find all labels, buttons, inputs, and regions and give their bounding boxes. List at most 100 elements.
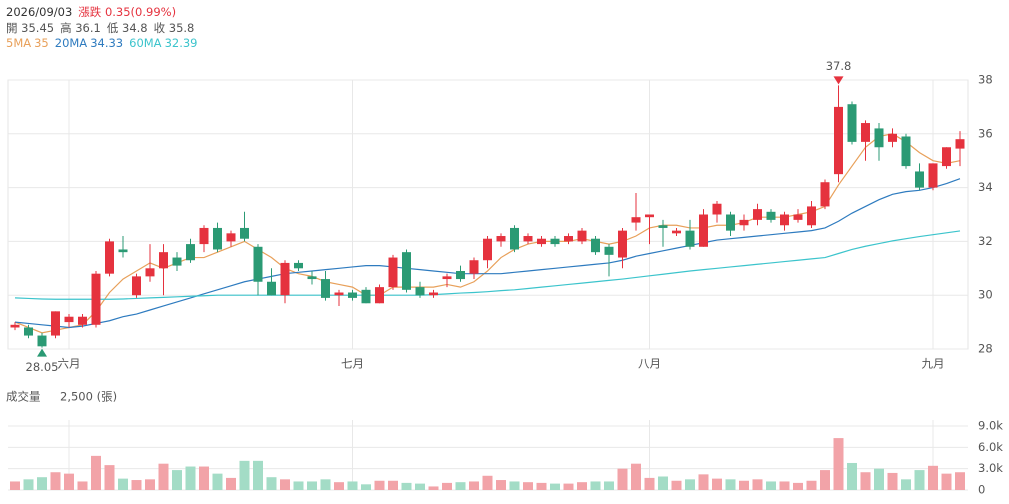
y-tick-label: 0 xyxy=(978,483,985,497)
candle-body xyxy=(888,133,897,142)
volume-bar xyxy=(415,483,425,490)
candle-body xyxy=(199,227,209,245)
candle-body xyxy=(564,236,573,242)
volume-bar xyxy=(820,470,830,490)
candle-body xyxy=(496,236,506,242)
volume-bar xyxy=(131,480,142,490)
candle-body xyxy=(510,227,519,250)
candle-body xyxy=(739,219,749,226)
candle-body xyxy=(78,316,87,325)
volume-bar xyxy=(172,470,182,490)
volume-bar xyxy=(37,477,47,490)
candle-body xyxy=(523,236,533,242)
candle-body xyxy=(429,292,438,296)
candle-body xyxy=(942,147,951,167)
y-tick-label: 6.0k xyxy=(978,440,1003,454)
volume-bar xyxy=(320,479,331,490)
candle-body xyxy=(793,214,803,220)
volume-bar xyxy=(469,481,479,490)
volume-bar xyxy=(793,482,803,490)
volume-bar xyxy=(293,481,304,490)
candle-body xyxy=(604,246,614,255)
candle-body xyxy=(10,324,20,328)
candle-body xyxy=(442,276,452,280)
candle-body xyxy=(294,262,303,269)
y-tick-label: 36 xyxy=(978,126,993,140)
volume-bar xyxy=(455,482,466,490)
y-tick-label: 34 xyxy=(978,180,993,194)
volume-bar xyxy=(145,479,155,490)
candle-body xyxy=(537,238,546,245)
volume-bar xyxy=(806,480,817,490)
volume-bar xyxy=(388,480,398,490)
volume-bar xyxy=(347,481,358,490)
volume-bar xyxy=(226,477,236,490)
candle-body xyxy=(267,281,276,296)
volume-bar xyxy=(604,481,614,490)
volume-bar xyxy=(118,478,128,490)
max-marker xyxy=(833,76,844,85)
candle-body xyxy=(91,273,101,325)
ohlc-field: 收 35.8 xyxy=(153,21,195,35)
candle-body xyxy=(699,214,708,247)
max-label: 37.8 xyxy=(826,59,852,73)
y-tick-label: 30 xyxy=(978,288,993,302)
candle-body xyxy=(186,244,195,261)
candle-body xyxy=(874,128,884,148)
volume-bar xyxy=(239,460,250,490)
volume-bar xyxy=(334,482,344,490)
min-label: 28.05 xyxy=(26,360,59,374)
volume-bar xyxy=(266,477,277,490)
x-tick-label: 六月 xyxy=(58,357,81,371)
volume-bar xyxy=(928,465,938,490)
volume-bar xyxy=(685,479,695,490)
volume-bar xyxy=(617,468,628,490)
header-line1: 2026/09/03 漲跌 0.35(0.99%) xyxy=(6,4,182,20)
volume-bar xyxy=(401,482,412,490)
candle-body xyxy=(456,270,465,280)
volume-bar xyxy=(739,480,749,490)
volume-bar xyxy=(590,481,601,490)
header-line2: 開 35.45 高 36.1 低 34.8 收 35.8 xyxy=(6,20,200,36)
candle-body xyxy=(847,104,857,142)
date: 2026/09/03 xyxy=(6,5,73,19)
volume-bar xyxy=(496,480,506,490)
ohlc-field: 開 35.45 xyxy=(6,21,55,35)
volume-bar xyxy=(212,473,223,490)
ma-line xyxy=(14,230,961,300)
candle-body xyxy=(685,230,695,247)
volume-bar xyxy=(671,480,682,490)
volume-bar xyxy=(536,482,547,490)
volume-bar xyxy=(887,472,898,490)
volume-bar xyxy=(442,482,452,490)
volume-bar xyxy=(104,465,115,490)
candle-body xyxy=(24,327,33,336)
y-tick-label: 3.0k xyxy=(978,461,1003,475)
candle-body xyxy=(415,287,425,296)
candle-body xyxy=(105,241,114,274)
volume-bar xyxy=(631,463,641,490)
candle-body xyxy=(631,217,641,223)
legend-value: 34.33 xyxy=(90,36,124,50)
candle-body xyxy=(145,268,155,277)
ma-line xyxy=(14,133,961,334)
ma-line xyxy=(14,178,961,329)
volume-bar xyxy=(644,477,655,490)
volume-bar xyxy=(563,483,574,490)
volume-bar xyxy=(253,460,263,490)
candle-body xyxy=(132,276,141,296)
volume-subtitle: 2,500 (張) xyxy=(60,390,117,404)
volume-bar xyxy=(50,472,61,490)
volume-bar xyxy=(752,479,763,490)
volume-bar xyxy=(482,475,493,490)
y-tick-label: 28 xyxy=(978,342,993,356)
volume-bar xyxy=(725,479,736,490)
volume-bar xyxy=(901,479,911,490)
volume-bar xyxy=(91,455,101,490)
candle-body xyxy=(469,260,479,274)
x-tick-label: 八月 xyxy=(638,357,661,371)
volume-bar xyxy=(185,466,196,490)
y-tick-label: 38 xyxy=(978,73,993,87)
